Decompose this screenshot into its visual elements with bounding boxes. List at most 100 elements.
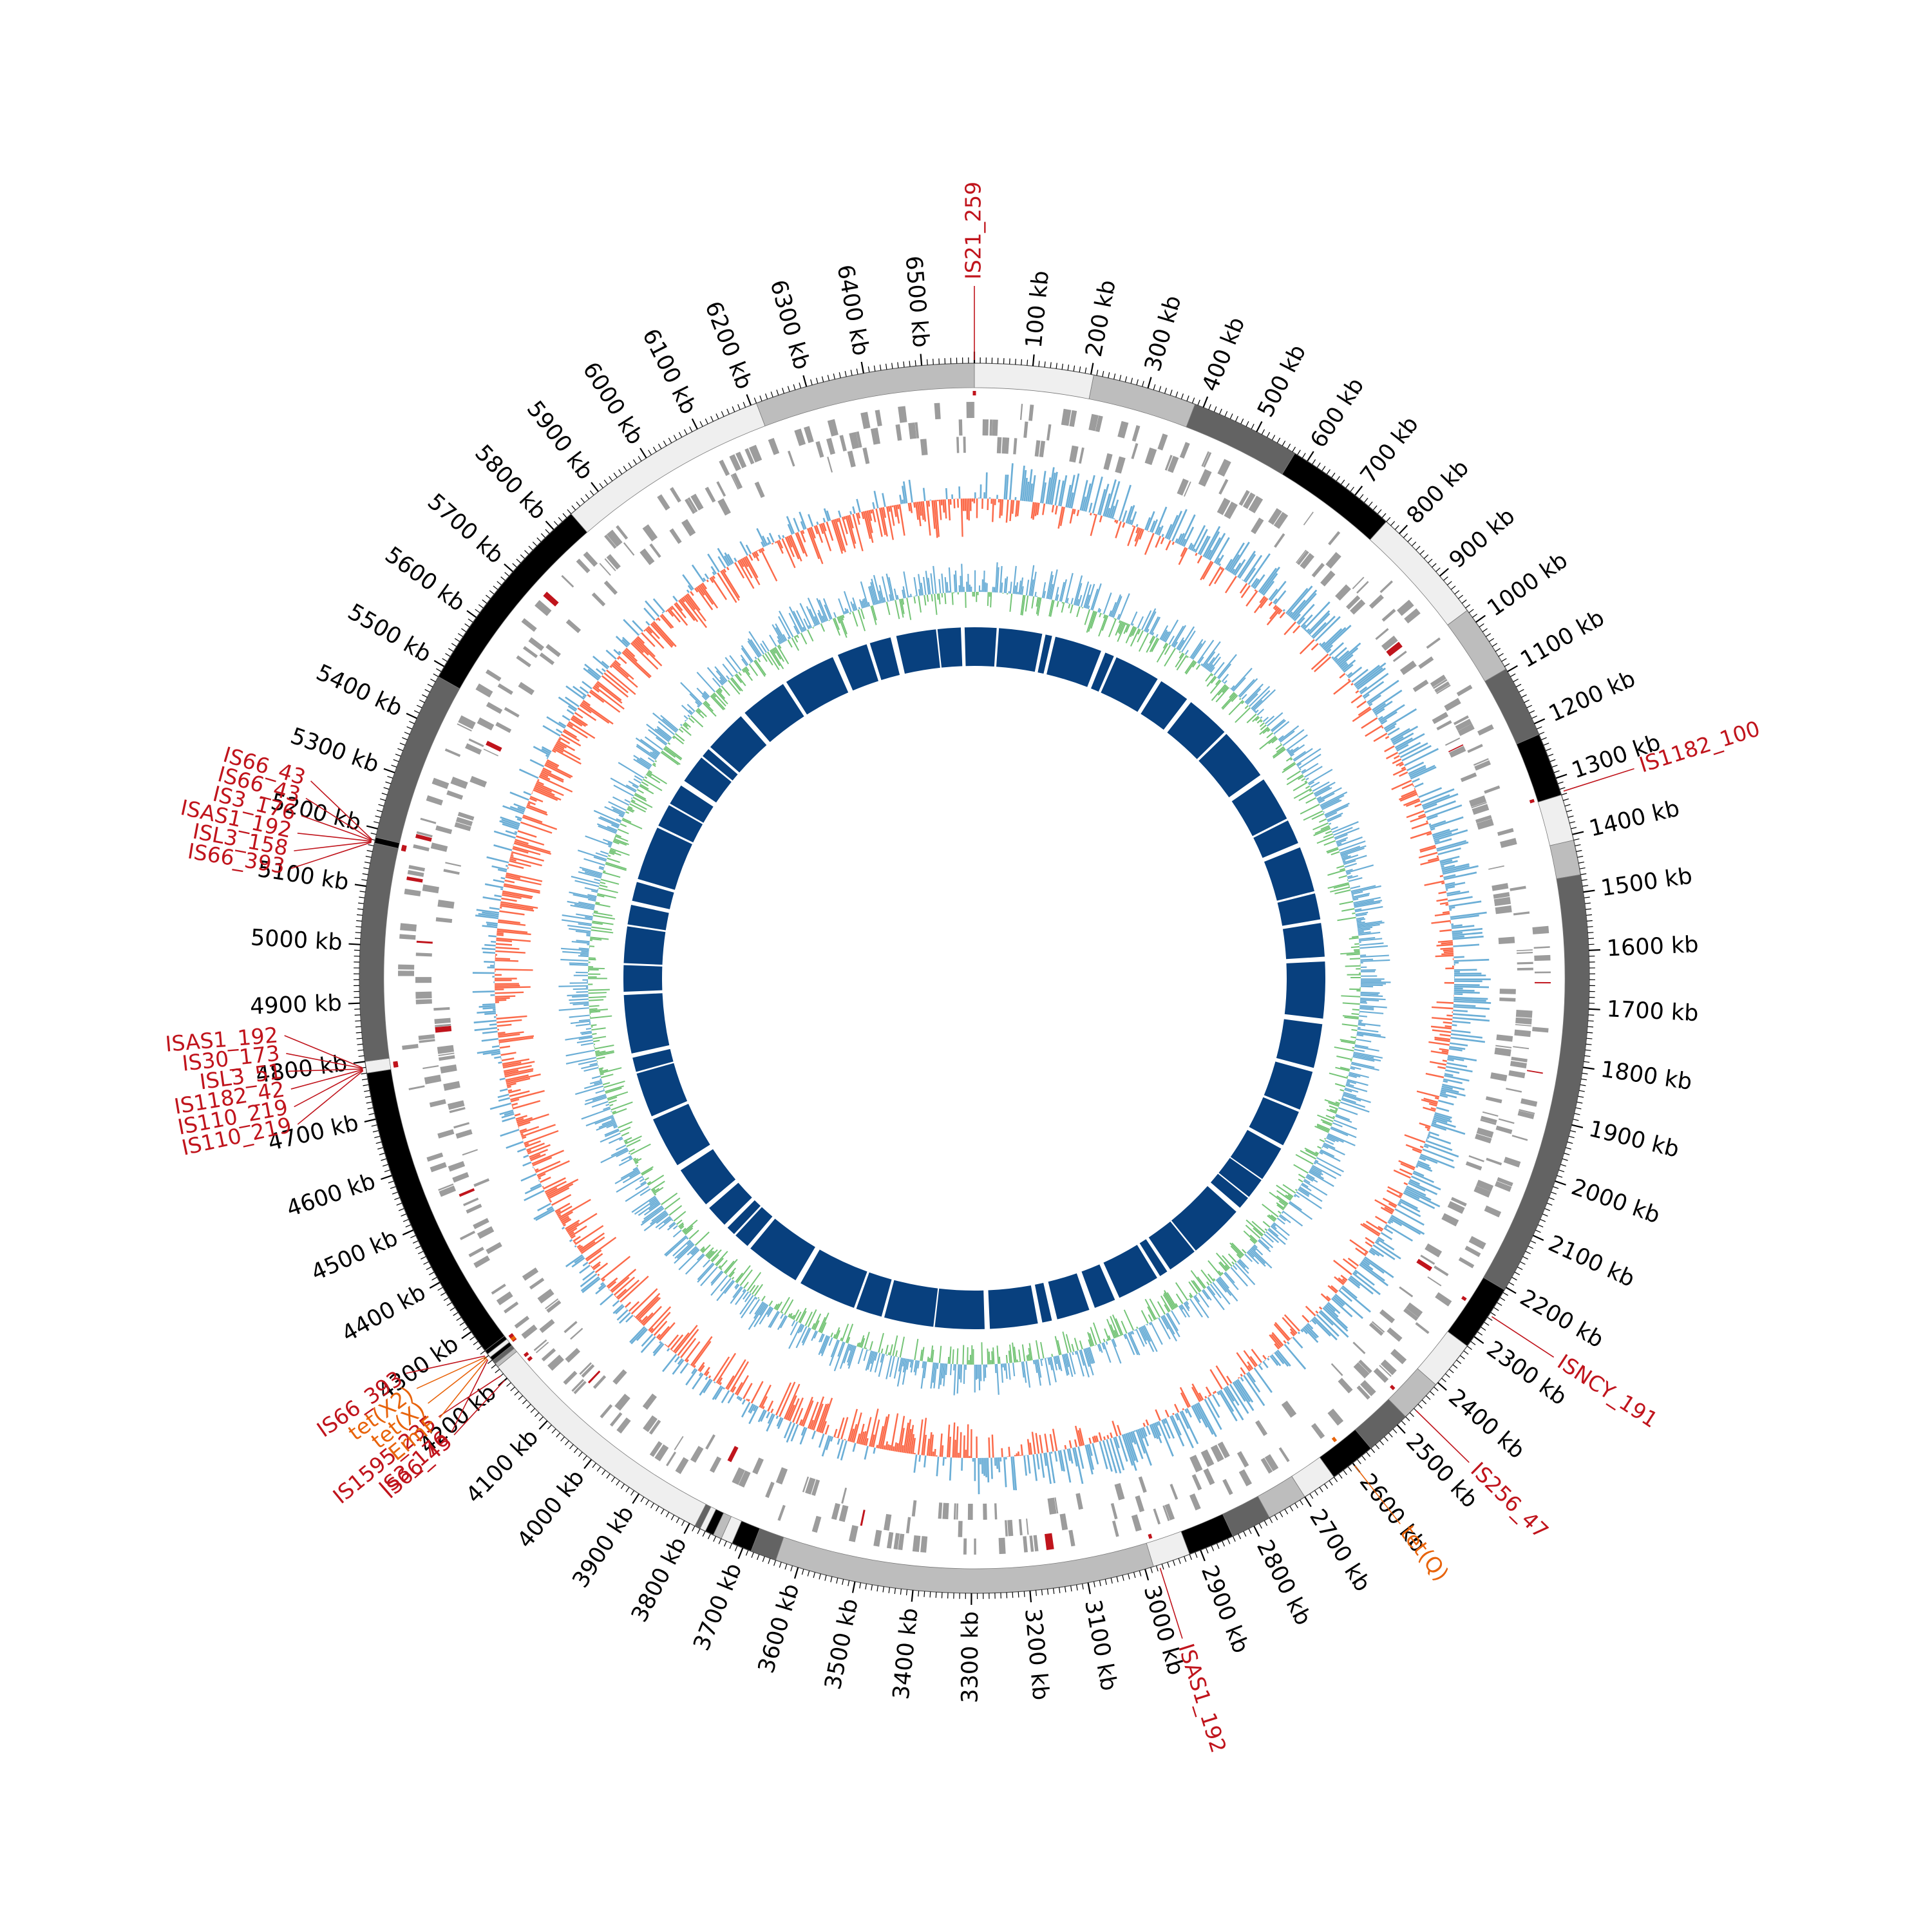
gene-block bbox=[1251, 517, 1264, 535]
gene-block bbox=[486, 701, 503, 714]
tick-label: 4400 kb bbox=[337, 1280, 430, 1347]
gene-block bbox=[1005, 1520, 1008, 1537]
tick-label: 3100 kb bbox=[1079, 1598, 1122, 1693]
minor-tick bbox=[514, 1391, 519, 1396]
gene-block bbox=[473, 1218, 489, 1229]
tick-label: 3900 kb bbox=[567, 1501, 639, 1592]
minor-tick bbox=[1537, 1224, 1544, 1227]
minor-tick bbox=[355, 1032, 362, 1034]
gene-block bbox=[690, 1446, 704, 1463]
minor-tick bbox=[609, 476, 613, 482]
minor-tick bbox=[1161, 1564, 1164, 1570]
minor-tick bbox=[1502, 1292, 1508, 1296]
gene-block bbox=[1472, 804, 1490, 815]
gene-block bbox=[435, 1023, 451, 1027]
gene-block bbox=[458, 715, 476, 730]
minor-tick bbox=[1347, 1466, 1352, 1472]
minor-tick bbox=[528, 545, 533, 551]
minor-tick bbox=[1379, 1440, 1384, 1446]
gene-block bbox=[604, 535, 617, 549]
major-tick bbox=[911, 1590, 914, 1602]
minor-tick bbox=[1274, 1515, 1278, 1520]
minor-tick bbox=[865, 1584, 867, 1590]
minor-tick bbox=[879, 365, 882, 371]
gene-block bbox=[886, 1531, 894, 1549]
minor-tick bbox=[553, 521, 558, 526]
minor-tick bbox=[377, 1147, 384, 1150]
gene-block bbox=[804, 426, 814, 444]
gene-block bbox=[1495, 1180, 1512, 1192]
minor-tick bbox=[759, 395, 762, 402]
minor-tick bbox=[1528, 1245, 1534, 1249]
annotation-leader bbox=[290, 842, 372, 869]
gene-block bbox=[1468, 1155, 1484, 1162]
gene-block bbox=[1494, 1047, 1511, 1057]
minor-tick bbox=[1551, 764, 1558, 768]
minor-tick bbox=[753, 397, 757, 404]
tick-label: 600 kb bbox=[1306, 374, 1370, 453]
gene-block bbox=[719, 459, 730, 477]
gene-block bbox=[612, 1369, 627, 1385]
tick-label: 2200 kb bbox=[1515, 1285, 1607, 1353]
minor-tick bbox=[1427, 558, 1433, 564]
major-tick bbox=[1505, 1287, 1517, 1294]
minor-tick bbox=[658, 443, 662, 450]
gene-block bbox=[1404, 608, 1421, 624]
gene-block bbox=[1508, 1070, 1526, 1079]
minor-tick bbox=[886, 363, 887, 370]
minor-tick bbox=[1576, 849, 1582, 852]
gene-block bbox=[473, 1255, 490, 1268]
gene-block bbox=[1493, 892, 1510, 899]
gene-block bbox=[415, 952, 432, 957]
gene-block bbox=[1474, 760, 1492, 771]
annotation-marker bbox=[1390, 1385, 1396, 1390]
minor-tick bbox=[540, 533, 546, 538]
homology-block bbox=[937, 627, 963, 668]
gene-block bbox=[994, 1503, 998, 1520]
minor-tick bbox=[683, 429, 688, 435]
gene-block bbox=[1268, 508, 1282, 526]
minor-tick bbox=[782, 388, 785, 394]
gene-block bbox=[982, 419, 989, 436]
homology-block bbox=[735, 1207, 773, 1246]
gene-block bbox=[1255, 1421, 1267, 1436]
gene-block bbox=[1450, 1197, 1467, 1207]
homology-block bbox=[1103, 1244, 1157, 1298]
tick-label: 100 kb bbox=[1021, 270, 1054, 350]
minor-tick bbox=[510, 1387, 515, 1392]
minor-tick bbox=[374, 1135, 381, 1139]
gene-block bbox=[600, 1404, 613, 1419]
minor-tick bbox=[1546, 748, 1551, 752]
minor-tick bbox=[723, 1540, 727, 1547]
gene-block bbox=[497, 683, 513, 696]
gene-block bbox=[1311, 563, 1325, 578]
minor-tick bbox=[790, 1566, 793, 1572]
gene-block bbox=[1379, 580, 1393, 593]
gene-block bbox=[649, 1419, 661, 1435]
gene-block bbox=[1238, 489, 1250, 506]
gene-block bbox=[1526, 1070, 1543, 1074]
tick-label: 800 kb bbox=[1402, 455, 1474, 529]
gene-block bbox=[465, 743, 482, 755]
gc-content-track bbox=[558, 562, 1391, 1396]
gene-block bbox=[1403, 1307, 1419, 1321]
gene-block bbox=[1455, 719, 1472, 732]
gene-block bbox=[1460, 772, 1477, 782]
annotation-label: IS21_259 bbox=[961, 182, 986, 279]
gene-block bbox=[685, 498, 696, 515]
gene-block bbox=[998, 1537, 1006, 1555]
minor-tick bbox=[545, 529, 550, 535]
minor-tick bbox=[787, 386, 790, 392]
minor-tick bbox=[618, 469, 623, 475]
gene-block bbox=[1001, 437, 1010, 454]
gene-block bbox=[1346, 595, 1361, 610]
homology-block bbox=[1198, 734, 1261, 798]
gene-block bbox=[477, 717, 495, 731]
annotation-leader bbox=[286, 1053, 363, 1069]
minor-tick bbox=[1582, 1072, 1588, 1075]
minor-tick bbox=[1497, 1302, 1502, 1306]
minor-tick bbox=[1441, 1378, 1446, 1383]
gene-block bbox=[983, 1503, 987, 1520]
homology-block bbox=[1264, 847, 1314, 901]
contig-segment bbox=[359, 842, 399, 1062]
